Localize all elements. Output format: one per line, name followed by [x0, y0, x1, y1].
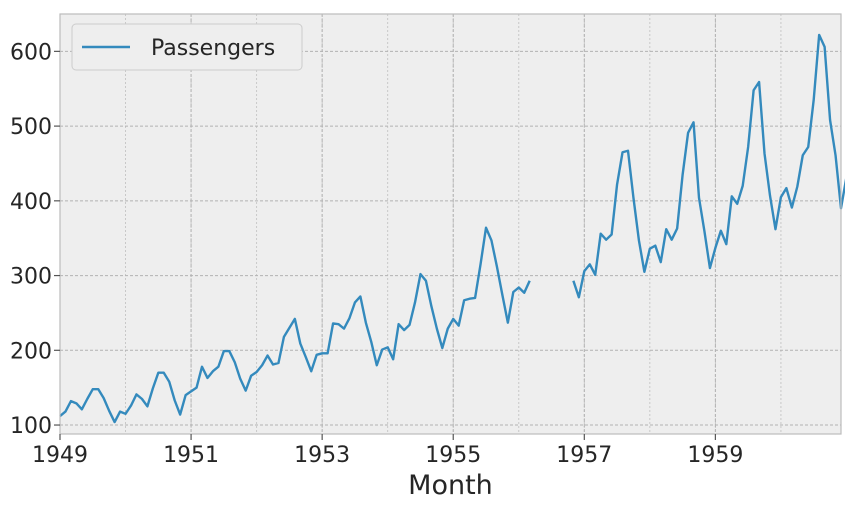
x-axis-label: Month	[408, 470, 493, 501]
x-tick-label: 1955	[425, 443, 481, 468]
plot-frame	[59, 13, 842, 435]
x-tick-label: 1957	[556, 443, 612, 468]
legend-box	[71, 23, 303, 71]
plot-area	[60, 14, 841, 434]
series-line-passengers	[59, 33, 845, 424]
y-tick-label: 500	[10, 115, 52, 140]
y-tick-label: 600	[10, 40, 52, 65]
y-tick-label: 300	[10, 265, 52, 290]
y-axis-ticks: 100 200 300 400 500 600	[10, 40, 60, 439]
y-tick-label: 200	[10, 339, 52, 364]
legend: Passengers	[71, 23, 303, 71]
x-axis-ticks: 1949 1951 1953 1955 1957 1959	[32, 434, 743, 468]
x-tick-label: 1953	[294, 443, 350, 468]
series-group	[59, 33, 845, 424]
y-tick-label: 400	[10, 190, 52, 215]
legend-label-passengers: Passengers	[151, 36, 275, 61]
y-tick-label: 100	[10, 414, 52, 439]
x-tick-label: 1949	[32, 443, 88, 468]
x-tick-label: 1951	[163, 443, 219, 468]
x-tick-label: 1959	[687, 443, 743, 468]
